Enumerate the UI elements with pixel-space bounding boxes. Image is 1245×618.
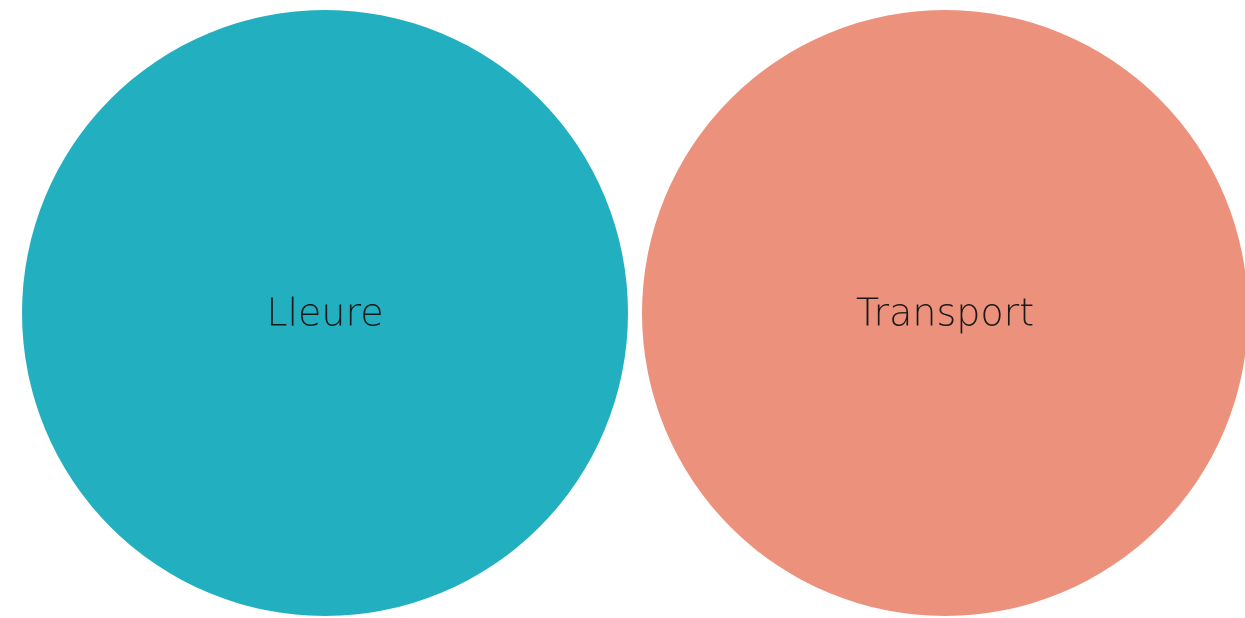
label: Transport [856, 291, 1034, 335]
circle-lleure[interactable] [22, 10, 628, 616]
circle-transport[interactable] [642, 10, 1245, 616]
label: Lleure [266, 291, 383, 335]
